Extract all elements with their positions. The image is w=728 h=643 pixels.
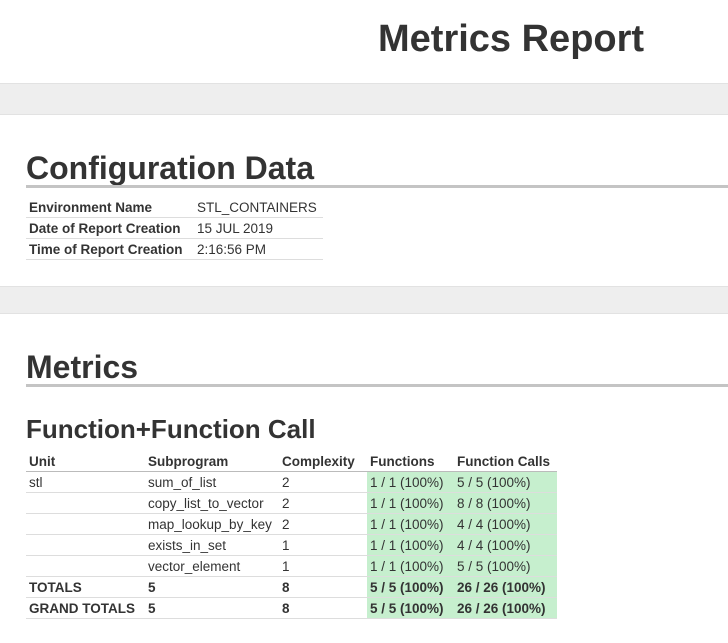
config-label: Date of Report Creation bbox=[26, 217, 194, 239]
function-calls-cell: 8 / 8 (100%) bbox=[454, 492, 557, 514]
complexity-cell: 8 bbox=[279, 576, 367, 598]
metrics-table: Unit Subprogram Complexity Functions Fun… bbox=[26, 451, 557, 619]
column-header-functions: Functions bbox=[367, 451, 454, 472]
config-row-time: Time of Report Creation 2:16:56 PM bbox=[26, 238, 323, 260]
function-calls-cell: 5 / 5 (100%) bbox=[454, 555, 557, 577]
column-header-subprogram: Subprogram bbox=[145, 451, 279, 472]
section-divider-band bbox=[0, 83, 728, 115]
unit-cell bbox=[26, 555, 145, 577]
column-header-unit: Unit bbox=[26, 451, 145, 472]
complexity-cell: 2 bbox=[279, 471, 367, 493]
configuration-table: Environment Name STL_CONTAINERS Date of … bbox=[26, 197, 323, 260]
functions-cell: 1 / 1 (100%) bbox=[367, 555, 454, 577]
functions-cell: 1 / 1 (100%) bbox=[367, 513, 454, 535]
unit-cell bbox=[26, 513, 145, 535]
subprogram-cell: copy_list_to_vector bbox=[145, 492, 279, 514]
totals-row: TOTALS 5 8 5 / 5 (100%) 26 / 26 (100%) bbox=[26, 576, 557, 598]
configuration-section-title: Configuration Data bbox=[26, 150, 314, 186]
subprogram-cell: vector_element bbox=[145, 555, 279, 577]
config-row-environment: Environment Name STL_CONTAINERS bbox=[26, 197, 323, 218]
table-row: vector_element 1 1 / 1 (100%) 5 / 5 (100… bbox=[26, 555, 557, 577]
table-row: exists_in_set 1 1 / 1 (100%) 4 / 4 (100%… bbox=[26, 534, 557, 556]
complexity-cell: 2 bbox=[279, 513, 367, 535]
grand-totals-row: GRAND TOTALS 5 8 5 / 5 (100%) 26 / 26 (1… bbox=[26, 597, 557, 619]
functions-cell: 1 / 1 (100%) bbox=[367, 471, 454, 493]
function-calls-cell: 26 / 26 (100%) bbox=[454, 597, 557, 619]
table-header-row: Unit Subprogram Complexity Functions Fun… bbox=[26, 451, 557, 472]
function-calls-cell: 4 / 4 (100%) bbox=[454, 513, 557, 535]
configuration-title-rule bbox=[26, 185, 728, 188]
column-header-complexity: Complexity bbox=[279, 451, 367, 472]
config-row-date: Date of Report Creation 15 JUL 2019 bbox=[26, 217, 323, 239]
metrics-section-title: Metrics bbox=[26, 349, 139, 385]
table-row: copy_list_to_vector 2 1 / 1 (100%) 8 / 8… bbox=[26, 492, 557, 514]
function-calls-cell: 4 / 4 (100%) bbox=[454, 534, 557, 556]
table-row: stl sum_of_list 2 1 / 1 (100%) 5 / 5 (10… bbox=[26, 471, 557, 493]
subprogram-cell: exists_in_set bbox=[145, 534, 279, 556]
config-label: Environment Name bbox=[26, 197, 194, 218]
function-calls-cell: 5 / 5 (100%) bbox=[454, 471, 557, 493]
unit-cell: GRAND TOTALS bbox=[26, 597, 145, 619]
functions-cell: 1 / 1 (100%) bbox=[367, 492, 454, 514]
table-row: map_lookup_by_key 2 1 / 1 (100%) 4 / 4 (… bbox=[26, 513, 557, 535]
metrics-subtitle: Function+Function Call bbox=[26, 414, 316, 444]
report-title: Metrics Report bbox=[378, 18, 645, 60]
function-calls-cell: 26 / 26 (100%) bbox=[454, 576, 557, 598]
config-value: 2:16:56 PM bbox=[194, 238, 323, 260]
config-value: STL_CONTAINERS bbox=[194, 197, 323, 218]
complexity-cell: 2 bbox=[279, 492, 367, 514]
metrics-title-rule bbox=[26, 384, 728, 387]
section-divider-band bbox=[0, 286, 728, 314]
complexity-cell: 8 bbox=[279, 597, 367, 619]
subprogram-cell: 5 bbox=[145, 576, 279, 598]
functions-cell: 1 / 1 (100%) bbox=[367, 534, 454, 556]
unit-cell: stl bbox=[26, 471, 145, 493]
unit-cell bbox=[26, 492, 145, 514]
subprogram-cell: 5 bbox=[145, 597, 279, 619]
complexity-cell: 1 bbox=[279, 555, 367, 577]
config-value: 15 JUL 2019 bbox=[194, 217, 323, 239]
functions-cell: 5 / 5 (100%) bbox=[367, 597, 454, 619]
unit-cell bbox=[26, 534, 145, 556]
subprogram-cell: map_lookup_by_key bbox=[145, 513, 279, 535]
functions-cell: 5 / 5 (100%) bbox=[367, 576, 454, 598]
subprogram-cell: sum_of_list bbox=[145, 471, 279, 493]
config-label: Time of Report Creation bbox=[26, 238, 194, 260]
column-header-function-calls: Function Calls bbox=[454, 451, 557, 472]
complexity-cell: 1 bbox=[279, 534, 367, 556]
unit-cell: TOTALS bbox=[26, 576, 145, 598]
